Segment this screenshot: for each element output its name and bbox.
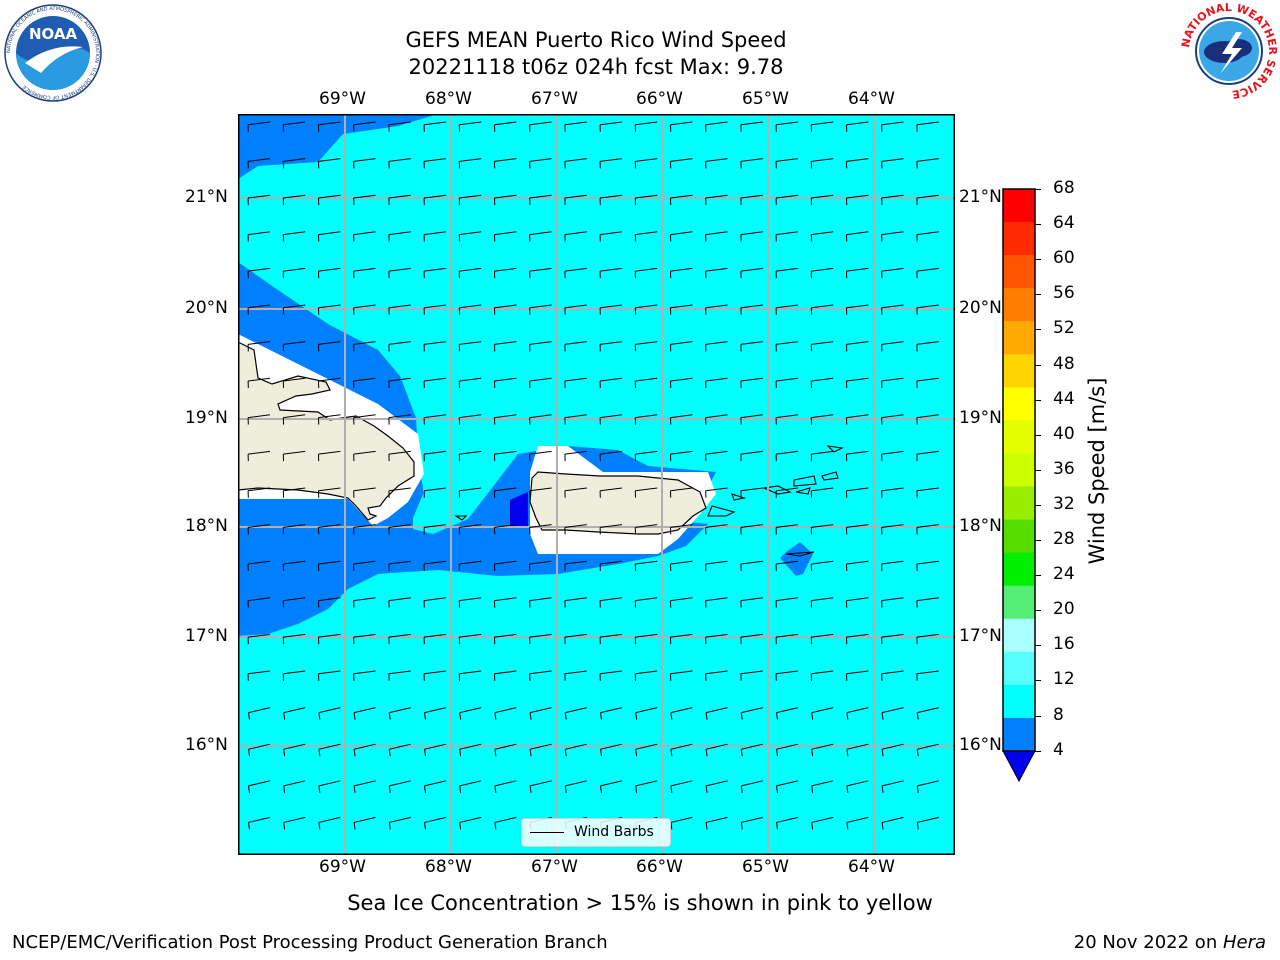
colorbar-tick-mark xyxy=(1035,259,1041,261)
colorbar-title: Wind Speed [m/s] xyxy=(1085,377,1109,565)
colorbar-segment xyxy=(1003,420,1035,454)
noaa-logo: NOAA NATIONAL OCEANIC AND ATMOSPHERIC AD… xyxy=(4,4,102,102)
colorbar-tick-label: 32 xyxy=(1053,493,1075,514)
colorbar-segment xyxy=(1003,321,1035,355)
lat-left-2: 19°N xyxy=(185,408,228,428)
colorbar-tick-mark xyxy=(1035,645,1041,647)
colorbar xyxy=(1002,188,1036,783)
colorbar-segment xyxy=(1003,552,1035,587)
colorbar-segment xyxy=(1003,651,1035,686)
lat-left-3: 18°N xyxy=(185,516,228,536)
footer-branch: NCEP/EMC/Verification Post Processing Pr… xyxy=(12,932,608,953)
colorbar-tick-label: 36 xyxy=(1053,458,1075,479)
lon-top-0: 69°W xyxy=(319,89,366,109)
chart-subtitle: 20221118 t06z 024h fcst Max: 9.78 xyxy=(408,55,784,79)
footer-machine: Hera xyxy=(1222,932,1266,953)
wind-speed-map xyxy=(238,114,955,855)
lon-top-5: 64°W xyxy=(848,89,895,109)
colorbar-tick-label: 28 xyxy=(1053,529,1075,549)
lon-bottom-3: 66°W xyxy=(636,857,683,877)
colorbar-tick-label: 20 xyxy=(1053,599,1075,620)
colorbar-tick-mark xyxy=(1035,469,1041,471)
small-islands xyxy=(454,445,844,557)
lat-right-4: 17°N xyxy=(959,626,1002,646)
colorbar-tick-mark xyxy=(1035,540,1041,541)
colorbar-tick-label: 64 xyxy=(1053,213,1075,234)
lat-right-3: 18°N xyxy=(959,516,1002,536)
colorbar-tick-mark xyxy=(1035,504,1041,506)
lat-left-5: 16°N xyxy=(185,735,228,755)
colorbar-tick-mark xyxy=(1035,610,1041,612)
colorbar-tick-label: 4 xyxy=(1053,739,1064,760)
colorbar-segment xyxy=(1003,387,1035,421)
lon-bottom-5: 64°W xyxy=(848,857,895,877)
colorbar-segment xyxy=(1003,585,1035,620)
colorbar-tick-label: 24 xyxy=(1053,564,1075,585)
colorbar-tick-label: 56 xyxy=(1053,283,1075,304)
nws-logo: NATIONAL WEATHER SERVICE xyxy=(1180,2,1278,100)
colorbar-tick-label: 16 xyxy=(1053,634,1075,655)
colorbar-tick-mark xyxy=(1035,189,1041,190)
land-hispaniola xyxy=(239,341,415,521)
chart-title: GEFS MEAN Puerto Rico Wind Speed xyxy=(405,28,787,52)
colorbar-segment xyxy=(1003,684,1035,719)
colorbar-tick-label: 12 xyxy=(1053,669,1075,690)
colorbar-segment xyxy=(1003,453,1035,488)
colorbar-segment xyxy=(1003,288,1035,322)
wind-barb-legend-line xyxy=(530,832,564,833)
colorbar-segment xyxy=(1003,717,1035,752)
lon-bottom-0: 69°W xyxy=(319,857,366,877)
colorbar-segment xyxy=(1003,222,1035,256)
colorbar-extend-arrow xyxy=(1002,750,1036,783)
colorbar-tick-label: 40 xyxy=(1053,423,1075,444)
colorbar-tick-mark xyxy=(1035,294,1041,296)
footer-date: 20 Nov 2022 on Hera xyxy=(1074,932,1266,953)
colorbar-tick-mark xyxy=(1035,575,1041,577)
lon-bottom-2: 67°W xyxy=(531,857,578,877)
colorbar-segment xyxy=(1003,618,1035,653)
colorbar-tick-label: 52 xyxy=(1053,318,1075,339)
lat-left-4: 17°N xyxy=(185,626,228,646)
colorbar-tick-label: 48 xyxy=(1053,353,1075,374)
lat-right-5: 16°N xyxy=(959,735,1002,755)
footer-date-text: 20 Nov 2022 on xyxy=(1073,932,1223,953)
colorbar-tick-mark xyxy=(1035,399,1041,401)
lon-top-2: 67°W xyxy=(531,89,578,109)
colorbar-tick-mark xyxy=(1035,715,1041,717)
colorbar-tick-mark xyxy=(1035,364,1041,366)
colorbar-tick-mark xyxy=(1035,434,1041,436)
colorbar-segment xyxy=(1003,189,1035,223)
colorbar-tick-mark xyxy=(1035,750,1041,752)
colorbar-tick-mark xyxy=(1035,680,1041,682)
map-legend: Wind Barbs xyxy=(521,818,671,847)
lon-bottom-4: 65°W xyxy=(742,857,789,877)
lon-top-1: 68°W xyxy=(425,89,472,109)
lat-right-0: 21°N xyxy=(959,187,1002,207)
lat-left-0: 21°N xyxy=(185,187,228,207)
lat-right-2: 19°N xyxy=(959,408,1002,428)
colorbar-tick-mark xyxy=(1035,329,1041,331)
colorbar-segment xyxy=(1003,519,1035,554)
colorbar-tick-label: 68 xyxy=(1053,178,1075,198)
colorbar-segment xyxy=(1003,255,1035,289)
colorbar-segment xyxy=(1003,486,1035,521)
colorbar-segment xyxy=(1003,354,1035,388)
colorbar-tick-mark xyxy=(1035,224,1041,226)
sea-ice-note: Sea Ice Concentration > 15% is shown in … xyxy=(347,891,933,915)
ocean-below-4 xyxy=(510,492,528,528)
colorbar-tick-label: 60 xyxy=(1053,248,1075,269)
lon-bottom-1: 68°W xyxy=(425,857,472,877)
colorbar-tick-label: 8 xyxy=(1053,704,1064,725)
lat-right-1: 20°N xyxy=(959,298,1002,318)
legend-label: Wind Barbs xyxy=(574,824,654,840)
noaa-logo-text: NOAA xyxy=(29,25,78,43)
lat-left-1: 20°N xyxy=(185,298,228,318)
lon-top-4: 65°W xyxy=(742,89,789,109)
lon-top-3: 66°W xyxy=(636,89,683,109)
colorbar-tick-label: 44 xyxy=(1053,388,1075,409)
